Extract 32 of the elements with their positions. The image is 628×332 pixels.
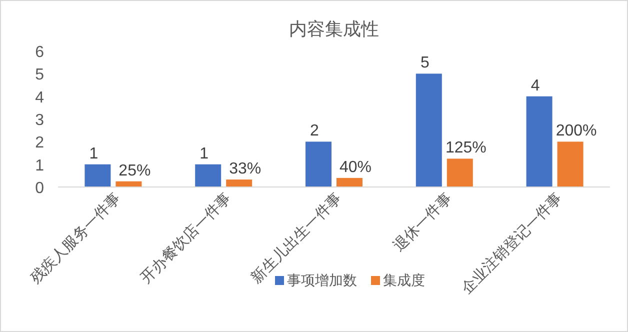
bar: [446, 158, 473, 187]
legend-label: 集成度: [383, 272, 425, 288]
data-label: 1: [200, 145, 209, 162]
bar: [195, 164, 222, 187]
x-tick-label: 退休一件事: [390, 190, 456, 255]
y-tick-label: 2: [35, 134, 44, 152]
bar: [84, 164, 111, 187]
data-label: 200%: [556, 122, 597, 140]
data-label: 5: [420, 54, 430, 72]
y-tick-label: 3: [35, 112, 44, 129]
y-tick-label: 5: [35, 66, 44, 84]
data-label: 1: [89, 145, 98, 162]
y-tick-label: 4: [35, 89, 44, 106]
y-tick-label: 1: [35, 157, 44, 174]
chart-title: 内容集成性: [289, 19, 379, 39]
data-label: 25%: [118, 162, 151, 180]
data-label: 2: [310, 122, 320, 140]
data-label: 125%: [445, 140, 486, 157]
data-label: 33%: [229, 160, 262, 178]
y-tick-label: 0: [35, 180, 44, 197]
bar: [226, 180, 252, 187]
bar: [306, 142, 332, 187]
y-tick-label: 6: [35, 44, 44, 61]
x-tick-label: 开办餐饮店一件事: [138, 190, 234, 287]
data-label: 4: [530, 77, 540, 94]
bar: [526, 96, 552, 187]
bar: [416, 74, 442, 187]
data-label: 40%: [339, 158, 372, 176]
x-tick-label: 企业注销登记一件事: [458, 190, 566, 298]
bar: [557, 142, 584, 187]
legend-label: 事项增加数: [287, 272, 357, 288]
bar: [336, 178, 362, 187]
